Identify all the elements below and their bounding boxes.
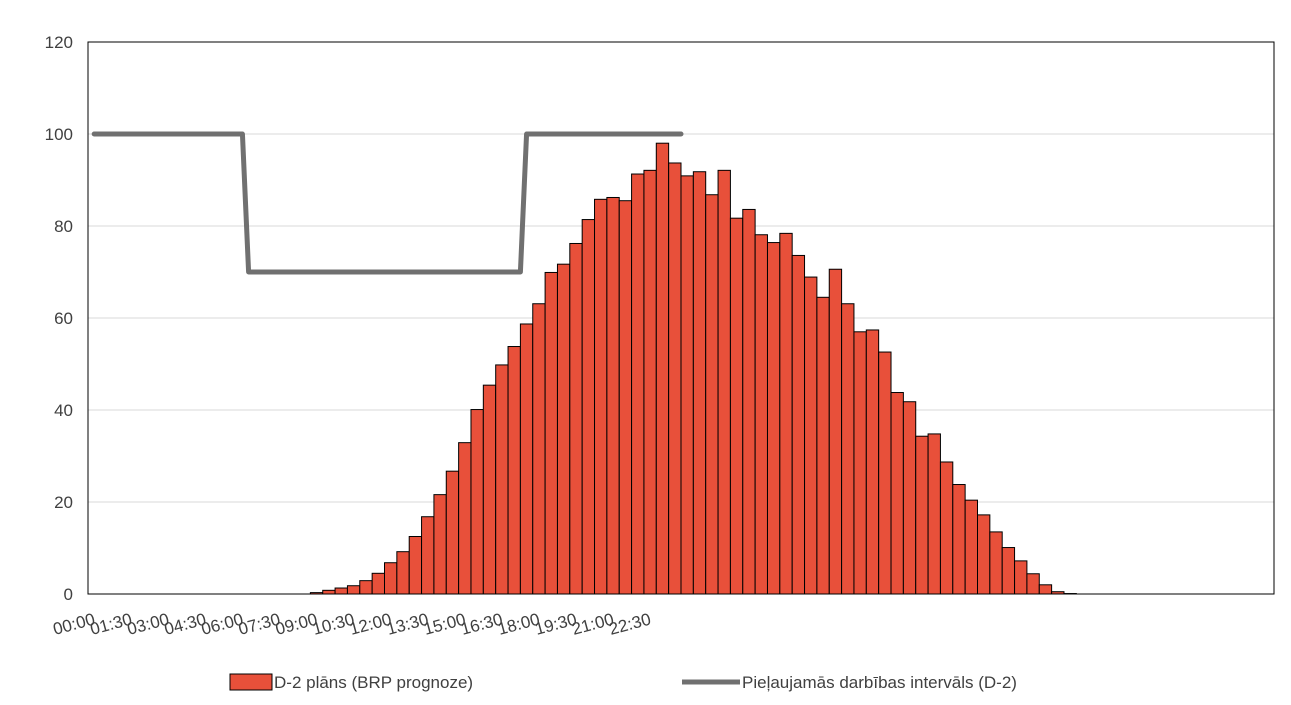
bar — [371, 572, 385, 595]
legend: D-2 plāns (BRP prognoze) Pieļaujamās darb… — [229, 673, 1017, 692]
bar — [1014, 560, 1028, 595]
bar — [865, 329, 880, 595]
bar — [890, 392, 904, 595]
bar — [655, 142, 670, 595]
bar — [618, 200, 633, 595]
bar — [433, 494, 447, 595]
bar — [952, 484, 966, 595]
bar — [804, 276, 818, 595]
y-axis: 0 20 40 60 80 100 120 — [45, 33, 73, 604]
bar — [322, 589, 336, 595]
y-tick-label: 100 — [45, 125, 73, 144]
bar — [828, 268, 843, 595]
bar — [1001, 547, 1016, 595]
y-tick-label: 80 — [54, 217, 73, 236]
bar — [1038, 584, 1053, 595]
bar — [692, 171, 707, 595]
bar — [470, 409, 484, 595]
x-tick-label: 22:30 — [607, 610, 653, 639]
bar — [754, 234, 768, 595]
bar — [927, 433, 941, 595]
legend-bar-swatch — [229, 673, 273, 691]
bar — [396, 551, 410, 595]
bar — [680, 175, 694, 595]
bar — [816, 296, 830, 595]
y-tick-label: 60 — [54, 309, 73, 328]
bar — [359, 580, 373, 595]
bar — [1026, 573, 1040, 595]
bar — [445, 470, 460, 595]
x-axis: 00:0001:3003:0004:3006:0007:3009:0010:30… — [51, 610, 653, 639]
bar — [705, 194, 719, 595]
y-tick-label: 20 — [54, 493, 73, 512]
bar — [766, 242, 781, 595]
y-tick-label: 40 — [54, 401, 73, 420]
bar — [729, 217, 744, 595]
bar — [977, 514, 991, 595]
bar — [544, 271, 558, 595]
y-tick-label: 0 — [64, 585, 73, 604]
bar — [556, 263, 571, 595]
bar — [631, 173, 645, 595]
bar — [791, 254, 806, 595]
bar — [841, 303, 855, 595]
bar — [581, 219, 596, 595]
bar — [495, 364, 509, 595]
plot-border — [87, 41, 1275, 595]
bar — [902, 401, 917, 595]
bar — [939, 461, 954, 595]
bar — [384, 562, 398, 595]
bar — [408, 536, 423, 595]
bar — [482, 384, 497, 595]
bar — [853, 331, 867, 595]
bar — [421, 516, 435, 595]
bar — [519, 323, 534, 595]
legend-line-label: Pieļaujamās darbības intervāls (D-2) — [742, 673, 1017, 692]
bar — [507, 346, 521, 595]
bar — [532, 303, 546, 595]
bar — [668, 162, 682, 595]
series-line — [91, 131, 684, 275]
bar — [964, 499, 979, 595]
bar — [742, 208, 756, 595]
bar — [458, 442, 472, 595]
bar — [779, 232, 793, 595]
bar — [569, 242, 583, 595]
bar-series — [309, 142, 1077, 595]
bar — [915, 435, 929, 595]
bar — [643, 169, 657, 595]
line-series — [91, 131, 684, 275]
bar — [594, 198, 608, 595]
y-tick-label: 120 — [45, 33, 73, 52]
bar — [346, 585, 361, 595]
bar — [878, 351, 892, 595]
bar — [334, 587, 348, 595]
legend-bar-label: D-2 plāns (BRP prognoze) — [274, 673, 473, 692]
bar — [717, 169, 731, 595]
bar — [989, 531, 1003, 595]
bar — [606, 196, 620, 595]
